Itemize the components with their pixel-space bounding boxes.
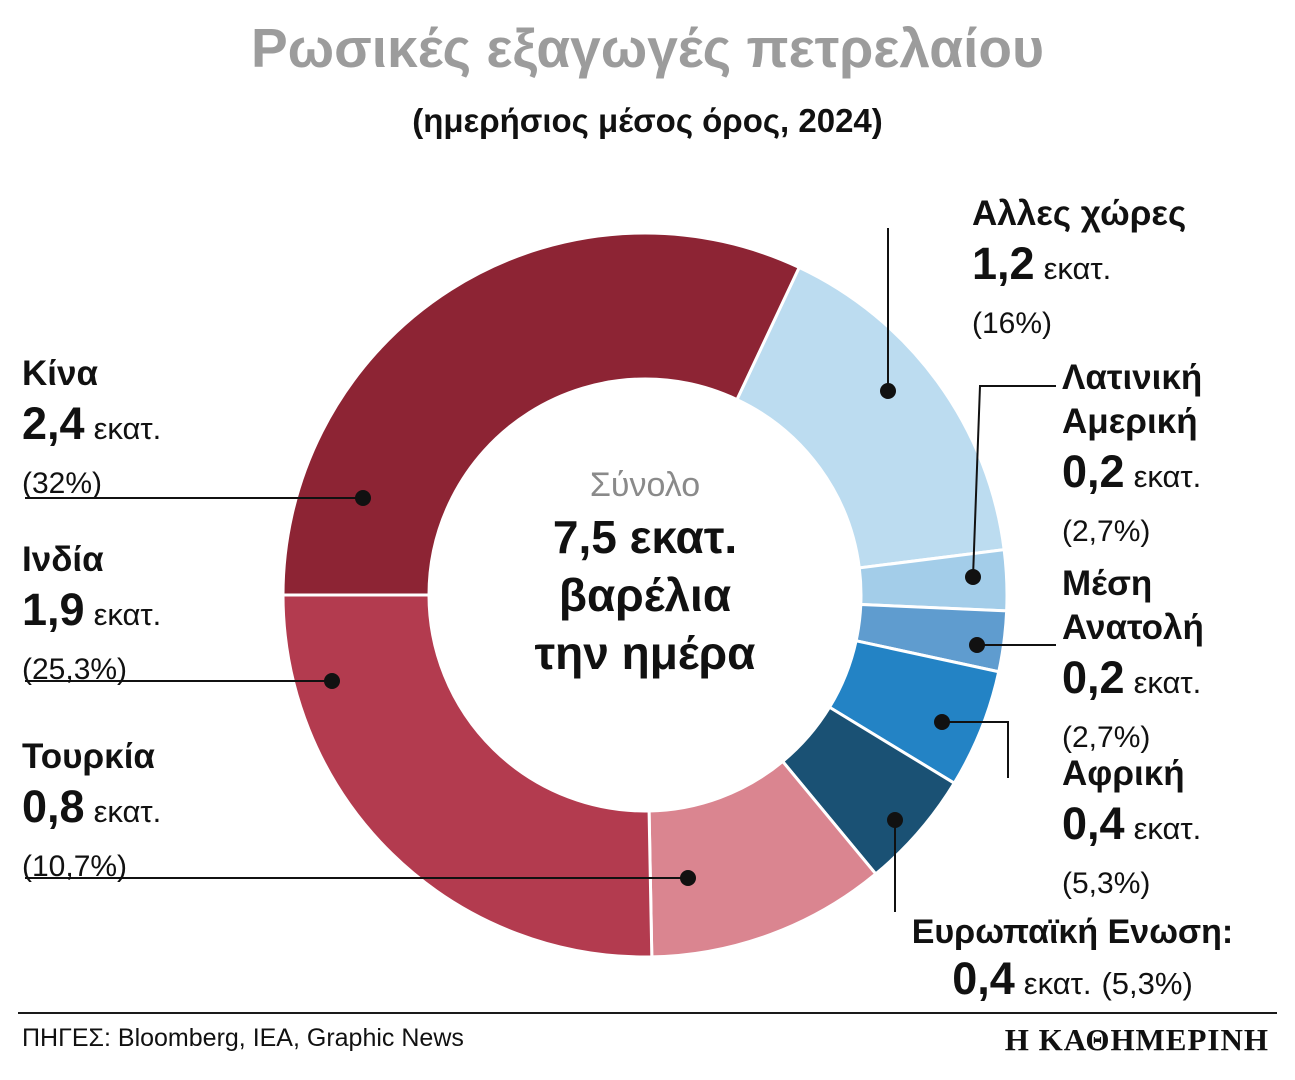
leader-line-3	[942, 721, 1009, 778]
segment-value-unit: εκατ.	[93, 794, 162, 829]
donut-center-text: Σύνολο 7,5 εκατ. βαρέλια την ημέρα	[445, 462, 845, 682]
segment-percent: (25,3%)	[22, 653, 128, 686]
segment-value: 0,2 εκατ.	[1062, 650, 1277, 717]
segment-value-unit: εκατ.	[93, 411, 162, 446]
segment-value: 1,2 εκατ.	[972, 236, 1186, 303]
segment-value-unit: εκατ.	[1043, 251, 1112, 286]
donut-segment-7	[281, 231, 802, 597]
segment-value-number: 0,2	[1062, 652, 1125, 703]
leader-dot-2	[969, 637, 985, 653]
segment-percent: (2,7%)	[1062, 721, 1151, 754]
segment-value-number: 0,8	[22, 781, 85, 832]
total-unit-line-1: βαρέλια	[558, 569, 732, 621]
segment-value-number: 1,9	[22, 584, 85, 635]
kathimerini-logo: Η ΚΑΘΗΜΕΡΙΝΗ	[1004, 1022, 1269, 1057]
leader-line-1	[972, 385, 1056, 578]
segment-value-unit: εκατ.	[1133, 459, 1202, 494]
segment-value: 0,4 εκατ. (5,3%)	[900, 954, 1245, 1015]
segment-name: Λατινική Αμερική	[1062, 358, 1203, 441]
leader-dot-5	[680, 870, 696, 886]
segment-name: Αλλες χώρες	[972, 194, 1187, 233]
label-africa: Αφρική 0,4 εκατ. (5,3%)	[1062, 752, 1201, 905]
segment-name: Τουρκία	[22, 737, 155, 776]
segment-value: 0,4 εκατ.	[1062, 796, 1201, 863]
label-european-union: Ευρωπαϊκή Ενωση: 0,4 εκατ. (5,3%)	[900, 910, 1245, 1015]
segment-percent: (16%)	[972, 307, 1053, 340]
leader-dot-3	[934, 714, 950, 730]
segment-value-number: 2,4	[22, 398, 85, 449]
segment-percent: (32%)	[22, 467, 103, 500]
page-title: Ρωσικές εξαγωγές πετρελαίου	[251, 17, 1044, 79]
label-latin-america: Λατινική Αμερική 0,2 εκατ. (2,7%)	[1062, 356, 1277, 553]
page-subtitle: (ημερήσιος μέσος όρος, 2024)	[412, 102, 883, 139]
segment-value-number: 0,4	[1062, 798, 1125, 849]
leader-dot-6	[324, 673, 340, 689]
leader-dot-4	[887, 812, 903, 828]
leader-dot-1	[965, 569, 981, 585]
sources-text: ΠΗΓΕΣ: Bloomberg, IEA, Graphic News	[22, 1024, 464, 1052]
segment-value: 0,2 εκατ.	[1062, 444, 1277, 511]
segment-percent: (2,7%)	[1062, 515, 1151, 548]
total-label: Σύνολο	[589, 466, 701, 504]
segment-name: Μέση Ανατολή	[1062, 564, 1204, 647]
segment-percent: (10,7%)	[22, 850, 128, 883]
segment-name: Ινδία	[22, 540, 104, 579]
donut-segment-6	[281, 593, 654, 959]
segment-percent: (5,3%)	[1101, 966, 1193, 1001]
segment-value-unit: εκατ.	[1133, 665, 1202, 700]
segment-value-unit: εκατ.	[1133, 811, 1202, 846]
leader-dot-7	[355, 490, 371, 506]
segment-value-unit: εκατ.	[93, 597, 162, 632]
segment-percent: (5,3%)	[1062, 867, 1151, 900]
segment-value-unit: εκατ.	[1023, 966, 1092, 1001]
segment-name: Αφρική	[1062, 754, 1185, 793]
leader-dot-0	[880, 383, 896, 399]
segment-value-number: 0,2	[1062, 446, 1125, 497]
label-turkey: Τουρκία 0,8 εκατ. (10,7%)	[22, 735, 161, 888]
label-china: Κίνα 2,4 εκατ. (32%)	[22, 352, 161, 505]
label-india: Ινδία 1,9 εκατ. (25,3%)	[22, 538, 161, 691]
label-middle-east: Μέση Ανατολή 0,2 εκατ. (2,7%)	[1062, 562, 1277, 759]
segment-value: 2,4 εκατ.	[22, 396, 161, 463]
segment-name: Κίνα	[22, 354, 98, 393]
segment-name: Ευρωπαϊκή Ενωση:	[911, 913, 1234, 951]
segment-value: 1,9 εκατ.	[22, 582, 161, 649]
segment-value-number: 0,4	[952, 953, 1015, 1004]
total-value: 7,5 εκατ.	[552, 511, 738, 563]
segment-value-number: 1,2	[972, 238, 1035, 289]
total-unit-line-2: την ημέρα	[534, 627, 756, 679]
label-other-countries: Αλλες χώρες 1,2 εκατ. (16%)	[972, 192, 1186, 345]
footer-divider	[18, 1012, 1277, 1014]
segment-value: 0,8 εκατ.	[22, 779, 161, 846]
